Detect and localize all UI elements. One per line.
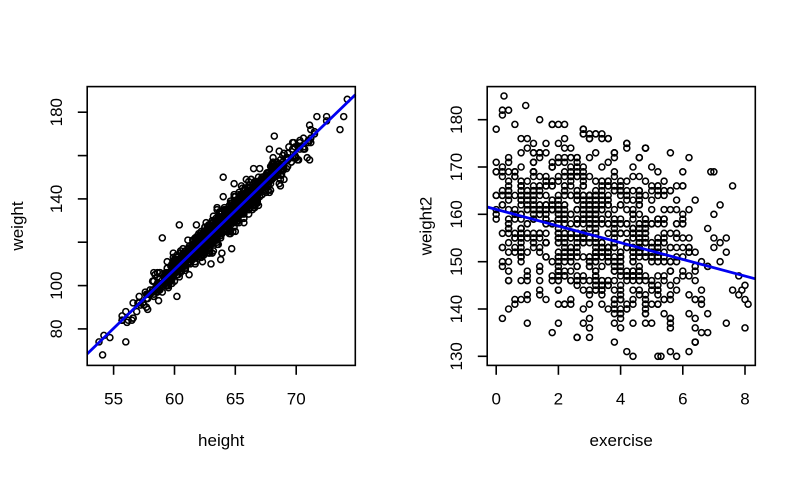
svg-text:weight: weight xyxy=(8,201,27,251)
svg-text:65: 65 xyxy=(226,390,245,409)
svg-text:6: 6 xyxy=(678,390,687,409)
svg-text:exercise: exercise xyxy=(590,431,653,450)
svg-text:55: 55 xyxy=(104,390,123,409)
svg-text:140: 140 xyxy=(447,295,466,323)
svg-text:80: 80 xyxy=(47,319,66,338)
svg-text:180: 180 xyxy=(447,106,466,134)
svg-text:height: height xyxy=(198,431,245,450)
svg-text:160: 160 xyxy=(447,200,466,228)
svg-text:2: 2 xyxy=(554,390,563,409)
svg-text:4: 4 xyxy=(616,390,625,409)
svg-text:weight2: weight2 xyxy=(417,197,436,257)
svg-text:180: 180 xyxy=(47,98,66,126)
svg-text:140: 140 xyxy=(47,185,66,213)
svg-text:170: 170 xyxy=(447,153,466,181)
svg-text:150: 150 xyxy=(447,248,466,276)
svg-text:0: 0 xyxy=(491,390,500,409)
svg-text:70: 70 xyxy=(287,390,306,409)
svg-text:8: 8 xyxy=(740,390,749,409)
svg-text:100: 100 xyxy=(47,271,66,299)
svg-text:60: 60 xyxy=(165,390,184,409)
svg-text:130: 130 xyxy=(447,342,466,370)
